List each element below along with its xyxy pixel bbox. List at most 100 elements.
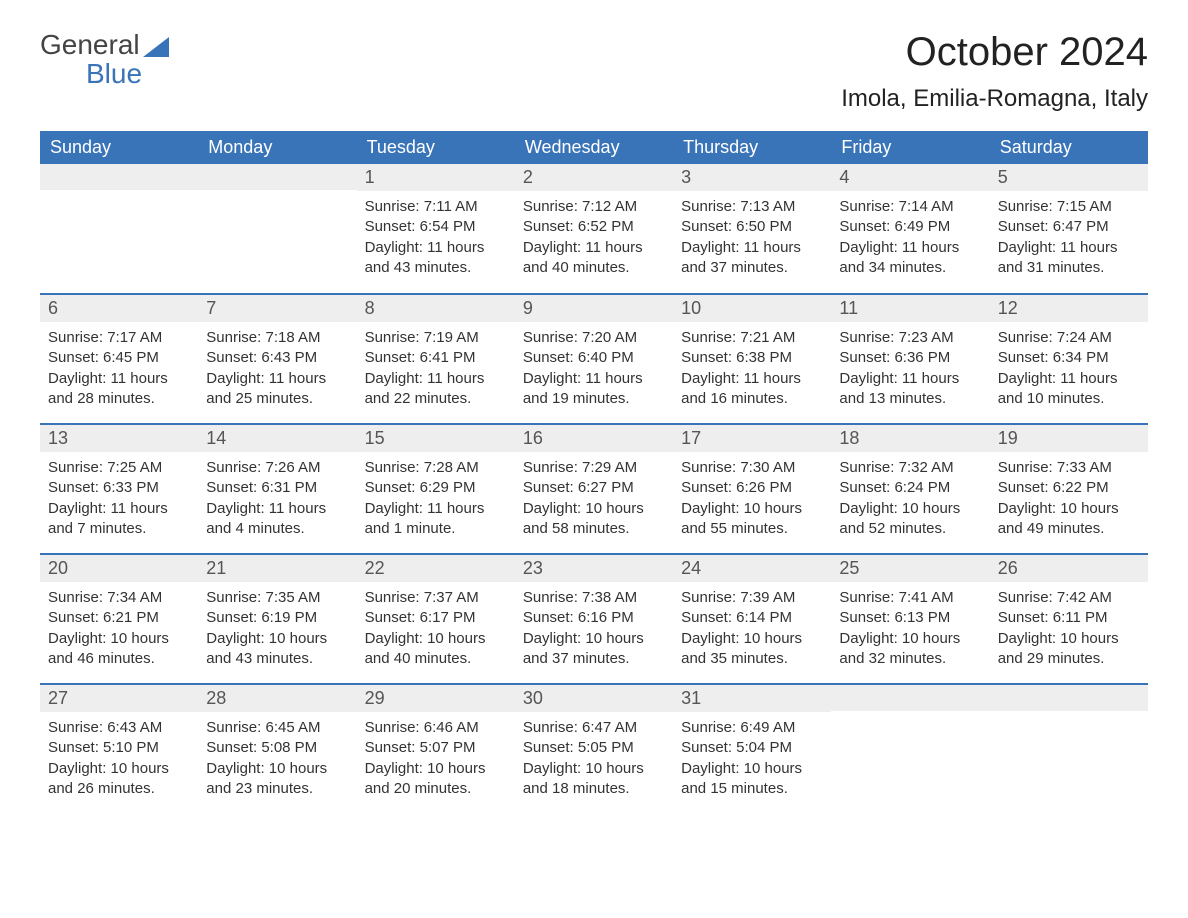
day-details: Sunrise: 7:42 AMSunset: 6:11 PMDaylight:…	[990, 582, 1148, 679]
calendar-cell: 14Sunrise: 7:26 AMSunset: 6:31 PMDayligh…	[198, 424, 356, 554]
calendar-cell: 15Sunrise: 7:28 AMSunset: 6:29 PMDayligh…	[357, 424, 515, 554]
sunset-text: Sunset: 6:24 PM	[839, 478, 981, 498]
daylight-text: Daylight: 11 hours and 43 minutes.	[365, 238, 507, 279]
col-wednesday: Wednesday	[515, 131, 673, 164]
calendar-cell: 18Sunrise: 7:32 AMSunset: 6:24 PMDayligh…	[831, 424, 989, 554]
calendar-cell	[198, 164, 356, 294]
calendar-cell: 2Sunrise: 7:12 AMSunset: 6:52 PMDaylight…	[515, 164, 673, 294]
calendar-cell: 6Sunrise: 7:17 AMSunset: 6:45 PMDaylight…	[40, 294, 198, 424]
daylight-text: Daylight: 11 hours and 10 minutes.	[998, 369, 1140, 410]
daylight-text: Daylight: 11 hours and 7 minutes.	[48, 499, 190, 540]
daylight-text: Daylight: 10 hours and 20 minutes.	[365, 759, 507, 800]
day-number: 5	[990, 164, 1148, 191]
day-number: 28	[198, 685, 356, 712]
logo-sail-icon	[143, 37, 169, 57]
day-details: Sunrise: 7:17 AMSunset: 6:45 PMDaylight:…	[40, 322, 198, 419]
sunrise-text: Sunrise: 7:14 AM	[839, 197, 981, 217]
sunset-text: Sunset: 6:29 PM	[365, 478, 507, 498]
calendar-cell: 7Sunrise: 7:18 AMSunset: 6:43 PMDaylight…	[198, 294, 356, 424]
calendar-cell: 8Sunrise: 7:19 AMSunset: 6:41 PMDaylight…	[357, 294, 515, 424]
day-number	[198, 164, 356, 190]
day-details: Sunrise: 7:33 AMSunset: 6:22 PMDaylight:…	[990, 452, 1148, 549]
daylight-text: Daylight: 10 hours and 15 minutes.	[681, 759, 823, 800]
sunset-text: Sunset: 6:52 PM	[523, 217, 665, 237]
day-number: 7	[198, 295, 356, 322]
day-number	[40, 164, 198, 190]
calendar-cell: 30Sunrise: 6:47 AMSunset: 5:05 PMDayligh…	[515, 684, 673, 814]
daylight-text: Daylight: 10 hours and 23 minutes.	[206, 759, 348, 800]
daylight-text: Daylight: 10 hours and 55 minutes.	[681, 499, 823, 540]
day-number: 13	[40, 425, 198, 452]
daylight-text: Daylight: 10 hours and 52 minutes.	[839, 499, 981, 540]
day-details: Sunrise: 6:45 AMSunset: 5:08 PMDaylight:…	[198, 712, 356, 809]
day-number: 8	[357, 295, 515, 322]
day-details: Sunrise: 7:35 AMSunset: 6:19 PMDaylight:…	[198, 582, 356, 679]
calendar-cell: 1Sunrise: 7:11 AMSunset: 6:54 PMDaylight…	[357, 164, 515, 294]
daylight-text: Daylight: 11 hours and 25 minutes.	[206, 369, 348, 410]
col-tuesday: Tuesday	[357, 131, 515, 164]
calendar-cell: 4Sunrise: 7:14 AMSunset: 6:49 PMDaylight…	[831, 164, 989, 294]
sunrise-text: Sunrise: 6:47 AM	[523, 718, 665, 738]
calendar-cell: 25Sunrise: 7:41 AMSunset: 6:13 PMDayligh…	[831, 554, 989, 684]
sunset-text: Sunset: 6:47 PM	[998, 217, 1140, 237]
calendar-cell: 11Sunrise: 7:23 AMSunset: 6:36 PMDayligh…	[831, 294, 989, 424]
day-details: Sunrise: 7:28 AMSunset: 6:29 PMDaylight:…	[357, 452, 515, 549]
daylight-text: Daylight: 11 hours and 34 minutes.	[839, 238, 981, 279]
day-details: Sunrise: 7:25 AMSunset: 6:33 PMDaylight:…	[40, 452, 198, 549]
day-number: 6	[40, 295, 198, 322]
daylight-text: Daylight: 11 hours and 1 minute.	[365, 499, 507, 540]
day-details: Sunrise: 7:19 AMSunset: 6:41 PMDaylight:…	[357, 322, 515, 419]
sunrise-text: Sunrise: 7:42 AM	[998, 588, 1140, 608]
day-number: 9	[515, 295, 673, 322]
sunrise-text: Sunrise: 6:49 AM	[681, 718, 823, 738]
day-details: Sunrise: 6:47 AMSunset: 5:05 PMDaylight:…	[515, 712, 673, 809]
daylight-text: Daylight: 11 hours and 4 minutes.	[206, 499, 348, 540]
sunrise-text: Sunrise: 7:37 AM	[365, 588, 507, 608]
sunrise-text: Sunrise: 6:45 AM	[206, 718, 348, 738]
sunrise-text: Sunrise: 7:32 AM	[839, 458, 981, 478]
calendar-cell: 3Sunrise: 7:13 AMSunset: 6:50 PMDaylight…	[673, 164, 831, 294]
sunrise-text: Sunrise: 7:35 AM	[206, 588, 348, 608]
day-details: Sunrise: 7:26 AMSunset: 6:31 PMDaylight:…	[198, 452, 356, 549]
sunrise-text: Sunrise: 7:23 AM	[839, 328, 981, 348]
daylight-text: Daylight: 11 hours and 28 minutes.	[48, 369, 190, 410]
calendar-cell: 27Sunrise: 6:43 AMSunset: 5:10 PMDayligh…	[40, 684, 198, 814]
sunset-text: Sunset: 6:16 PM	[523, 608, 665, 628]
day-number: 21	[198, 555, 356, 582]
day-details: Sunrise: 7:14 AMSunset: 6:49 PMDaylight:…	[831, 191, 989, 288]
day-details: Sunrise: 6:49 AMSunset: 5:04 PMDaylight:…	[673, 712, 831, 809]
daylight-text: Daylight: 11 hours and 22 minutes.	[365, 369, 507, 410]
calendar-cell: 21Sunrise: 7:35 AMSunset: 6:19 PMDayligh…	[198, 554, 356, 684]
sunset-text: Sunset: 6:22 PM	[998, 478, 1140, 498]
sunrise-text: Sunrise: 7:25 AM	[48, 458, 190, 478]
day-number: 22	[357, 555, 515, 582]
daylight-text: Daylight: 10 hours and 49 minutes.	[998, 499, 1140, 540]
calendar-cell: 12Sunrise: 7:24 AMSunset: 6:34 PMDayligh…	[990, 294, 1148, 424]
calendar-week-row: 1Sunrise: 7:11 AMSunset: 6:54 PMDaylight…	[40, 164, 1148, 294]
day-number: 26	[990, 555, 1148, 582]
sunrise-text: Sunrise: 7:26 AM	[206, 458, 348, 478]
sunset-text: Sunset: 6:41 PM	[365, 348, 507, 368]
calendar-week-row: 13Sunrise: 7:25 AMSunset: 6:33 PMDayligh…	[40, 424, 1148, 554]
sunset-text: Sunset: 6:45 PM	[48, 348, 190, 368]
sunset-text: Sunset: 6:54 PM	[365, 217, 507, 237]
day-number: 20	[40, 555, 198, 582]
calendar-cell: 31Sunrise: 6:49 AMSunset: 5:04 PMDayligh…	[673, 684, 831, 814]
sunrise-text: Sunrise: 7:28 AM	[365, 458, 507, 478]
col-thursday: Thursday	[673, 131, 831, 164]
daylight-text: Daylight: 11 hours and 19 minutes.	[523, 369, 665, 410]
day-details: Sunrise: 7:24 AMSunset: 6:34 PMDaylight:…	[990, 322, 1148, 419]
day-number: 10	[673, 295, 831, 322]
daylight-text: Daylight: 10 hours and 40 minutes.	[365, 629, 507, 670]
col-friday: Friday	[831, 131, 989, 164]
day-number: 14	[198, 425, 356, 452]
calendar-cell: 23Sunrise: 7:38 AMSunset: 6:16 PMDayligh…	[515, 554, 673, 684]
calendar-week-row: 6Sunrise: 7:17 AMSunset: 6:45 PMDaylight…	[40, 294, 1148, 424]
daylight-text: Daylight: 11 hours and 40 minutes.	[523, 238, 665, 279]
sunrise-text: Sunrise: 7:19 AM	[365, 328, 507, 348]
day-details: Sunrise: 7:39 AMSunset: 6:14 PMDaylight:…	[673, 582, 831, 679]
day-number: 12	[990, 295, 1148, 322]
day-number: 23	[515, 555, 673, 582]
calendar-cell: 28Sunrise: 6:45 AMSunset: 5:08 PMDayligh…	[198, 684, 356, 814]
sunrise-text: Sunrise: 7:13 AM	[681, 197, 823, 217]
